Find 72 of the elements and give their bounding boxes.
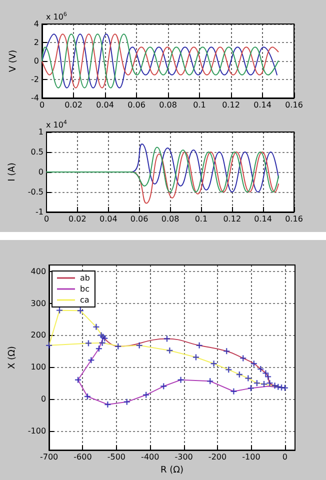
x-tick-label: 0.14: [254, 100, 272, 110]
point: [88, 357, 94, 364]
point: [99, 340, 106, 346]
x-tick-label: -300: [174, 452, 193, 462]
point: [245, 375, 252, 382]
y-tick-label: -100: [28, 426, 46, 436]
point: [210, 360, 217, 367]
y-tick-label: -2: [31, 75, 39, 84]
x-tick-label: 0.16: [285, 100, 303, 110]
point: [196, 342, 202, 348]
y-tick-label: 0.5: [30, 148, 44, 156]
y-tick-label: 100: [30, 362, 46, 372]
x-tick-label: -600: [74, 452, 92, 462]
point: [56, 307, 62, 314]
x-tick-label: -100: [242, 452, 260, 462]
y-tick-label: 1: [38, 128, 44, 136]
point: [166, 348, 173, 354]
legend-label: ca: [80, 296, 90, 304]
y-axis-title: I (A): [8, 162, 18, 182]
y-tick-label: 2: [34, 38, 39, 47]
y-tick-label: 200: [30, 330, 46, 340]
point: [164, 336, 170, 342]
y-tick-label: 0: [34, 56, 39, 66]
y-tick-label: -0.5: [28, 188, 44, 196]
y-tick-label: -1: [36, 208, 44, 216]
x-axis-title: R (Ω): [160, 466, 184, 476]
point: [85, 340, 92, 346]
x-tick-label: 0: [282, 452, 288, 462]
x-tick-label: 0.04: [96, 100, 114, 110]
x-tick-label: 0.12: [223, 214, 242, 224]
y-tick-label: 400: [30, 266, 46, 276]
x-tick-label: 0.14: [254, 214, 272, 224]
x-tick-label: 0.04: [99, 214, 118, 224]
point: [104, 401, 111, 408]
y-tick-label: 4: [34, 20, 39, 28]
point: [160, 383, 167, 390]
x-tick-label: 0.06: [130, 214, 148, 224]
x-tick-label: -200: [208, 452, 227, 462]
y-axis-title: X (Ω): [8, 346, 18, 370]
point: [136, 342, 142, 348]
x-tick-label: -500: [107, 452, 126, 462]
x-tick-label: -700: [40, 452, 58, 462]
x-tick-label: 0.02: [64, 100, 82, 110]
x-tick-label: 0.1: [194, 214, 208, 224]
y-tick-label: 0: [38, 168, 44, 176]
x-tick-label: 0.1: [193, 100, 206, 110]
point: [265, 374, 272, 380]
point: [272, 382, 278, 389]
x-tick-label: 0.16: [285, 214, 303, 224]
point: [266, 380, 273, 386]
point: [224, 348, 230, 354]
x-tick-label: 0.02: [68, 214, 86, 224]
x-tick-label: 0.12: [222, 100, 240, 110]
point: [226, 366, 232, 373]
point: [93, 324, 100, 330]
point: [178, 376, 184, 383]
legend-label: ab: [80, 274, 90, 282]
point: [207, 378, 214, 384]
x-tick-label: 0.06: [128, 100, 146, 110]
y-tick-label: 300: [30, 298, 46, 308]
point: [192, 354, 199, 360]
y-axis-title: V (V): [8, 50, 18, 72]
point: [262, 370, 269, 376]
x-tick-label: -400: [141, 452, 160, 462]
x-tick-label: 0.08: [159, 100, 177, 110]
y-tick-label: 0: [40, 394, 46, 404]
x-tick-label: 0.08: [161, 214, 180, 224]
point: [248, 385, 254, 392]
point: [240, 355, 246, 362]
legend-label: bc: [80, 284, 90, 294]
point: [230, 388, 237, 394]
y-tick-label: -4: [31, 94, 39, 102]
